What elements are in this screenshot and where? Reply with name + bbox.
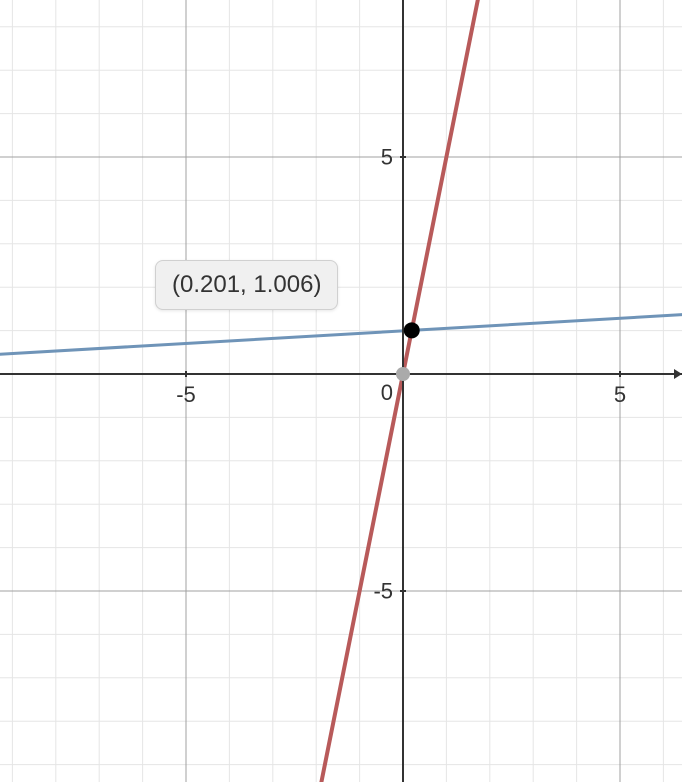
svg-text:5: 5 xyxy=(381,144,393,169)
blue-line[interactable] xyxy=(0,315,682,355)
svg-text:5: 5 xyxy=(614,382,626,407)
coordinate-tooltip: (0.201, 1.006) xyxy=(155,260,338,310)
plot-lines xyxy=(0,0,682,782)
origin-point[interactable] xyxy=(396,367,410,381)
intersection-point[interactable] xyxy=(404,322,420,338)
grid-minor xyxy=(0,0,682,782)
coordinate-plane[interactable]: -5 5 -5 5 0 xyxy=(0,0,682,782)
svg-text:-5: -5 xyxy=(373,578,393,603)
axes xyxy=(0,0,682,782)
svg-text:-5: -5 xyxy=(176,382,196,407)
svg-text:0: 0 xyxy=(381,380,393,405)
grid-major xyxy=(0,0,682,782)
red-line[interactable] xyxy=(0,0,682,782)
